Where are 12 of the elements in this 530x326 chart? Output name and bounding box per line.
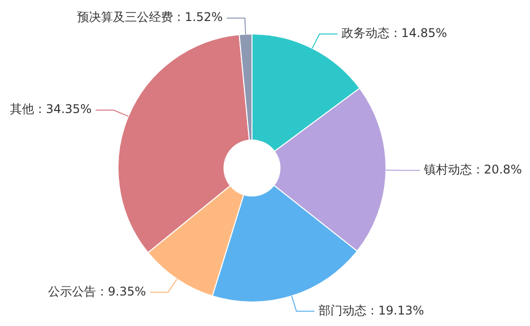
slice-label: 预决算及三公经费 — [76, 10, 173, 24]
slice-label: 部门动态 — [318, 304, 366, 318]
data-label: : 19.13% — [370, 304, 424, 318]
slice-label: 政务动态 — [341, 26, 390, 40]
data-label: : 1.52% — [176, 10, 223, 24]
slice-label: 公示公告 — [48, 284, 96, 299]
slice-label: 其他 — [10, 102, 34, 116]
data-label: : 14.85% — [393, 26, 448, 40]
data-label: : 34.35% — [38, 102, 92, 116]
slice-label: 镇村动态 — [422, 162, 472, 177]
data-label: : 20.8% — [476, 162, 522, 177]
data-label: : 9.35% — [100, 284, 146, 299]
